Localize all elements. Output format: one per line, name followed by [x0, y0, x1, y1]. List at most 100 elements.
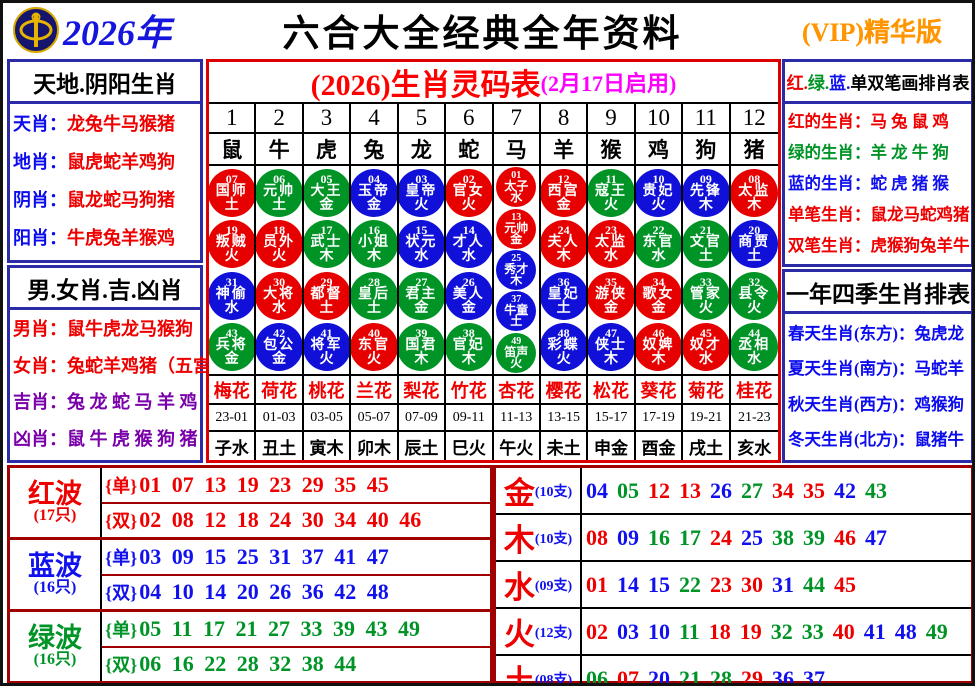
circle-title: 国师 — [215, 184, 248, 200]
circle-element: 土 — [366, 300, 381, 316]
wave-numbers: 02 08 12 18 24 30 34 40 46 — [139, 507, 422, 533]
circle-number: 10 — [652, 172, 665, 187]
circle-number: 24 — [557, 223, 570, 238]
circle-element: 金 — [319, 198, 334, 214]
item-value: 鼠猪牛 — [914, 430, 965, 450]
code-circle-badge: 08 太监木 — [730, 169, 778, 218]
circle-element: 木 — [604, 351, 619, 367]
column-number-cell: 5 — [399, 104, 447, 132]
circle-title: 都督 — [310, 286, 343, 302]
earthly-branch-row: 子水 丑土 寅木 卯木 辰土 巳火 午火 未土 申金 酉金 戌土 亥水 — [209, 432, 778, 460]
circle-title: 官妃 — [452, 337, 485, 353]
circle-element: 金 — [651, 300, 666, 316]
circle-number: 23 — [605, 223, 618, 238]
circle-element: 木 — [461, 351, 476, 367]
circle-number: 45 — [699, 325, 712, 340]
element-count: (08支) — [534, 672, 573, 686]
element-row: 金 (10支) 04 05 12 13 26 27 34 35 42 43 — [496, 468, 971, 515]
item-value: 马 兔 鼠 鸡 — [870, 111, 949, 131]
wave-row: {单} 01 07 13 19 23 29 35 45 — [102, 468, 490, 504]
element-row: 水 (09支) 01 14 15 22 23 30 31 44 45 — [496, 562, 971, 609]
circle-title: 将军 — [310, 337, 343, 353]
zodiac-cell: 鸡 — [636, 134, 684, 164]
code-circles-row: 07 国师土 19 叛贼火 31 神偷水 43 兵将金 06 元帅土 18 员外火 30 大将水 42 包公金… — [209, 166, 778, 376]
wave-odd-even-tag: {单} — [105, 547, 138, 568]
circle-element: 土 — [698, 249, 713, 265]
circle-element: 火 — [461, 198, 476, 214]
circle-number: 21 — [699, 223, 712, 238]
wave-count: (17只) — [33, 507, 77, 525]
code-circle-badge: 34 歌女金 — [635, 271, 682, 320]
circle-element: 土 — [510, 314, 523, 329]
number-chip: 29 — [741, 665, 763, 686]
code-circle-badge: 23 太监水 — [588, 220, 634, 269]
circle-number: 39 — [415, 325, 428, 340]
number-chip: 12 — [648, 477, 670, 503]
earthly-branch-cell: 丑土 — [256, 432, 304, 460]
item-label: 地肖： — [13, 152, 67, 173]
number-chip: 42 — [834, 477, 856, 503]
item-value: 鸡猴狗 — [914, 394, 965, 414]
circle-number: 20 — [748, 223, 761, 238]
wave-numbers: 05 11 17 21 27 33 39 43 49 — [139, 615, 420, 641]
item-label: 吉肖： — [13, 392, 67, 413]
hour-range-cell: 23-01 — [209, 405, 257, 430]
circle-element: 金 — [556, 198, 571, 214]
code-circle-badge: 27 君主金 — [398, 271, 445, 320]
code-circle-badge: 10 贵妃火 — [635, 169, 682, 218]
column-number-cell: 11 — [683, 104, 731, 132]
circle-number: 49 — [511, 335, 522, 347]
circle-title: 夫人 — [547, 235, 580, 251]
list-item: 天肖：龙兔牛马猴猪 — [13, 114, 197, 135]
number-chip: 09 — [617, 524, 639, 550]
circle-title: 武士 — [310, 235, 343, 251]
flower-row: 梅花 荷花 桃花 兰花 梨花 竹花 杏花 樱花 松花 葵花 菊花 桂花 — [209, 376, 778, 405]
earthly-branch-cell: 巳火 — [446, 432, 494, 460]
circle-element: 火 — [604, 198, 619, 214]
earthly-branch-cell: 寅木 — [304, 432, 352, 460]
number-chip: 11 — [679, 618, 700, 644]
item-value: 龙兔牛马猴猪 — [67, 114, 175, 135]
circle-number: 01 — [511, 170, 522, 182]
circle-number: 22 — [652, 223, 665, 238]
column-number-cell: 1 — [209, 104, 257, 132]
code-circle-badge: 26 美人金 — [446, 271, 492, 320]
hour-range-cell: 21-23 — [737, 409, 771, 425]
circle-title: 奴婢 — [642, 337, 675, 353]
circle-element: 火 — [747, 300, 762, 316]
item-label: 绿的生肖： — [788, 142, 871, 162]
number-chip: 10 — [648, 618, 670, 644]
hour-range-cell: 09-11 — [446, 405, 494, 430]
wave-row: {单} 05 11 17 21 27 33 39 43 49 — [102, 612, 490, 648]
number-chip: 19 — [739, 618, 762, 644]
circle-number: 28 — [367, 274, 380, 289]
code-circle-badge: 17 武士木 — [303, 220, 350, 269]
element-name: 水 — [503, 570, 535, 605]
element-name: 金 — [503, 476, 535, 511]
hour-range-cell: 11-13 — [494, 405, 541, 430]
code-circle-badge: 09 先锋木 — [683, 169, 729, 218]
circle-element: 木 — [651, 351, 666, 367]
hour-range-cell: 13-15 — [541, 405, 589, 430]
code-circle-badge: 04 玉帝金 — [351, 169, 397, 218]
code-circle-badge: 31 神偷水 — [209, 271, 255, 320]
column-number-row: 1 2 3 4 5 6 7 8 9 10 11 12 — [209, 104, 778, 134]
circle-title: 歌女 — [642, 286, 675, 302]
zodiac-cell: 猴 — [588, 134, 636, 164]
wave-group: 红波 (17只) {单} 01 07 13 19 23 29 35 45 {双} 02 0… — [10, 468, 490, 540]
circle-element: 水 — [414, 249, 429, 265]
code-circle-badge: 43 兵将金 — [209, 322, 255, 371]
circle-element: 火 — [510, 355, 523, 370]
number-chip: 34 — [772, 477, 794, 503]
element-name: 火 — [503, 617, 535, 652]
wave-row: {双} 04 10 14 20 26 36 42 48 — [102, 576, 490, 610]
element-row: 火 (12支) 02 03 10 11 18 19 32 33 40 41 48 49 — [496, 609, 971, 656]
code-circle-badge: 39 国君木 — [398, 322, 445, 371]
list-item: 秋天生肖(西方)：鸡猴狗 — [788, 394, 968, 414]
circle-title: 神偷 — [215, 286, 248, 302]
circle-number: 26 — [462, 274, 475, 289]
circle-number: 32 — [748, 274, 761, 289]
circle-title: 彩蝶 — [547, 337, 580, 353]
wave-numbers: 01 07 13 19 23 29 35 45 — [139, 471, 389, 497]
circle-element: 火 — [319, 351, 334, 367]
